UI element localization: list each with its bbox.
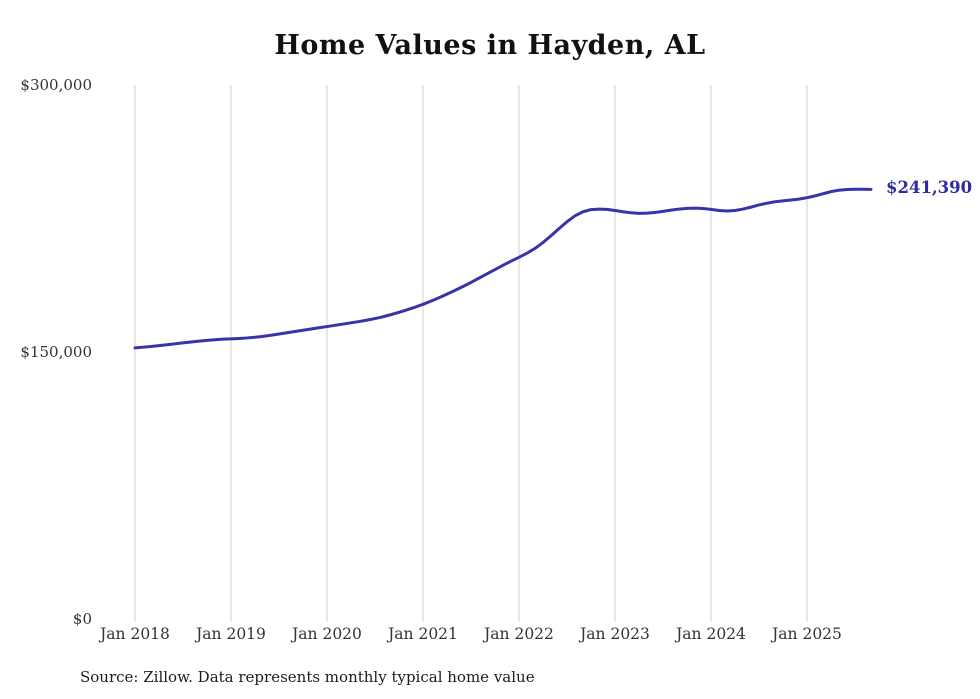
y-axis-tick-300000: $300,000 — [20, 76, 92, 94]
x-axis-tick-jan-2020: Jan 2020 — [292, 625, 362, 643]
x-axis-tick-jan-2021: Jan 2021 — [388, 625, 458, 643]
home-value-line — [133, 187, 873, 350]
x-axis-tick-jan-2025: Jan 2025 — [772, 625, 842, 643]
x-axis-tick-jan-2024: Jan 2024 — [676, 625, 746, 643]
y-axis-tick-150000: $150,000 — [20, 343, 92, 361]
x-axis-tick-jan-2019: Jan 2019 — [196, 625, 266, 643]
x-axis-tick-jan-2022: Jan 2022 — [484, 625, 554, 643]
x-axis-tick-jan-2018: Jan 2018 — [100, 625, 170, 643]
x-axis-tick-jan-2023: Jan 2023 — [580, 625, 650, 643]
source-note: Source: Zillow. Data represents monthly … — [80, 668, 535, 686]
chart-title: Home Values in Hayden, AL — [274, 30, 706, 61]
latest-value-label: $241,390 — [886, 178, 973, 198]
y-axis-tick-0: $0 — [72, 610, 92, 628]
